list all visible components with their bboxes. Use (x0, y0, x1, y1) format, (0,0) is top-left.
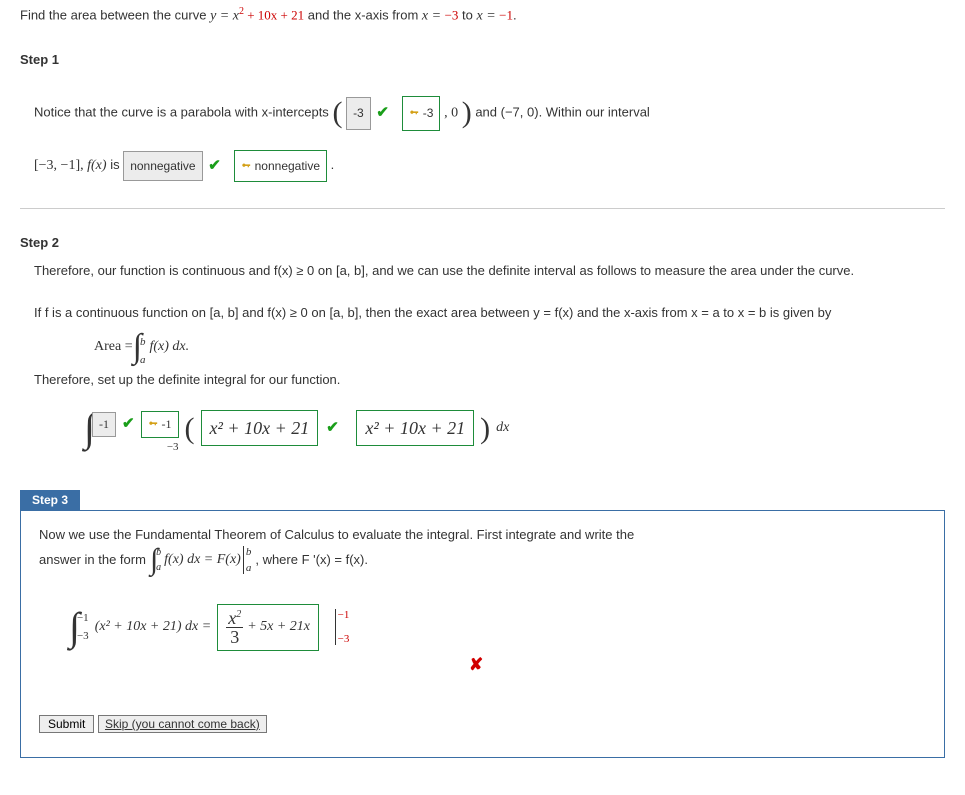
s3-frac: x2 3 (226, 609, 243, 646)
s2-area-formula: Area = ∫ b a f(x) dx. (94, 333, 189, 361)
s1-key2: nonnegative (255, 153, 320, 179)
s3-answer-box[interactable]: x2 3 + 5x + 21x (217, 604, 319, 651)
q-to-v: −1 (499, 7, 513, 22)
eval-bar (243, 546, 244, 574)
s2-dx: dx (496, 416, 509, 440)
s3-integrand: (x² + 10x + 21) dx = (95, 619, 212, 635)
q-from-x: x = (422, 8, 445, 23)
s1-is: is (110, 157, 123, 172)
s2-sub: a (140, 351, 146, 370)
s3-eval-row: ∫ −1 −3 (x² + 10x + 21) dx = x2 3 + 5x +… (69, 604, 926, 651)
step2-header: Step 2 (20, 235, 945, 250)
s1-key1-box: -3 (402, 96, 441, 131)
s2-big-int: ∫ -1 ✔ -1 −3 (84, 411, 179, 445)
s2-integrand-ans[interactable]: x² + 10x + 21 (201, 410, 319, 447)
step3-header: Step 3 (20, 490, 80, 510)
s3-form-bar-sub: a (246, 562, 252, 574)
s3-form: ∫ b a f(x) dx = F(x) b a (150, 546, 251, 574)
s1-ans2[interactable]: nonnegative (123, 151, 202, 181)
check-icon: ✔ (208, 157, 221, 174)
s3-eval-sub: −3 (338, 633, 350, 645)
step3-box: Now we use the Fundamental Theorem of Ca… (20, 510, 945, 758)
s1-text-b: , 0 (444, 106, 458, 121)
check-icon: ✔ (122, 412, 135, 438)
paren-open: ( (332, 96, 342, 129)
s3-frac-d: 3 (228, 628, 241, 646)
s2-integrand-key-text: x² + 10x + 21 (365, 418, 465, 438)
question-text: Find the area between the curve y = x2 +… (20, 6, 945, 24)
bottom-bar: Submit Skip (you cannot come back) (39, 715, 926, 733)
s1-text-c: and (−7, 0). Within our interval (475, 105, 650, 120)
step2-body: Therefore, our function is continuous an… (20, 260, 945, 453)
s2-sup: b (140, 333, 146, 352)
s2-p2: If f is a continuous function on [a, b] … (34, 302, 931, 324)
q-period: . (513, 7, 517, 22)
q-prefix: Find the area between the curve (20, 7, 210, 22)
s2-area-label: Area = (94, 335, 133, 359)
s3-form-sup: b (156, 547, 161, 558)
s1-key2-box: nonnegative (234, 150, 327, 182)
s2-upper-key-box: -1 (141, 411, 179, 437)
s3-form-bar-sup: b (246, 546, 252, 558)
s2-integrand: f(x) dx. (149, 335, 189, 359)
s2-upper-ans[interactable]: -1 (92, 412, 116, 436)
x-icon: ✘ (469, 655, 483, 674)
submit-button[interactable]: Submit (39, 715, 94, 733)
s3-big-int: ∫ −1 −3 (69, 610, 89, 644)
s3-int-sub: −3 (77, 630, 89, 642)
check-icon: ✔ (376, 104, 389, 121)
skip-link[interactable]: Skip (you cannot come back) (98, 715, 267, 733)
divider (20, 208, 945, 209)
step1-body: Notice that the curve is a parabola with… (20, 77, 945, 182)
s3-form-lhs: f(x) dx = F(x) (164, 552, 241, 568)
s2-setup: ∫ -1 ✔ -1 −3 ( x² + 10x + 21 ✔ (84, 403, 931, 454)
paren-close: ) (480, 403, 490, 454)
s3-p2a: answer in the form (39, 552, 146, 567)
s2-p1: Therefore, our function is continuous an… (34, 260, 931, 282)
s1-period: . (331, 157, 335, 172)
s3-form-sub: a (156, 562, 161, 573)
s2-integrand-key: x² + 10x + 21 (356, 410, 474, 447)
key-icon (148, 419, 158, 429)
s1-interval: [−3, −1], (34, 158, 87, 173)
s1-ans1[interactable]: -3 (346, 97, 371, 130)
eval-bar-line (335, 609, 336, 645)
key-icon (409, 108, 419, 118)
s3-eval-sup: −1 (338, 609, 350, 621)
s2-upper-key: -1 (162, 414, 172, 434)
s2-p3: Therefore, set up the definite integral … (34, 369, 931, 391)
s3-int-sup: −1 (77, 612, 89, 624)
q-from-v: −3 (445, 7, 459, 22)
key-icon (241, 161, 251, 171)
q-mid: and the x-axis from (308, 7, 422, 22)
s3-ans-rest: + 5x + 21x (247, 619, 310, 635)
q-to-word: to (462, 7, 476, 22)
step1-header: Step 1 (20, 52, 945, 67)
q-curve: y = x (210, 8, 239, 23)
paren-close: ) (462, 96, 472, 129)
paren-open: ( (185, 403, 195, 454)
check-icon: ✔ (326, 415, 339, 441)
s1-text-a: Notice that the curve is a parabola with… (34, 105, 332, 120)
s2-lower: −3 (167, 438, 179, 457)
s3-p2b: , where F '(x) = f(x). (255, 552, 368, 567)
q-to-x: x = (477, 8, 500, 23)
s3-p1: Now we use the Fundamental Theorem of Ca… (39, 527, 926, 542)
s3-eval-bar: −1 −3 (335, 609, 350, 645)
s3-frac-n: x2 (226, 609, 243, 628)
s1-fx: f(x) (87, 158, 106, 173)
s1-key1: -3 (423, 99, 434, 128)
q-poly: + 10x + 21 (244, 7, 304, 22)
